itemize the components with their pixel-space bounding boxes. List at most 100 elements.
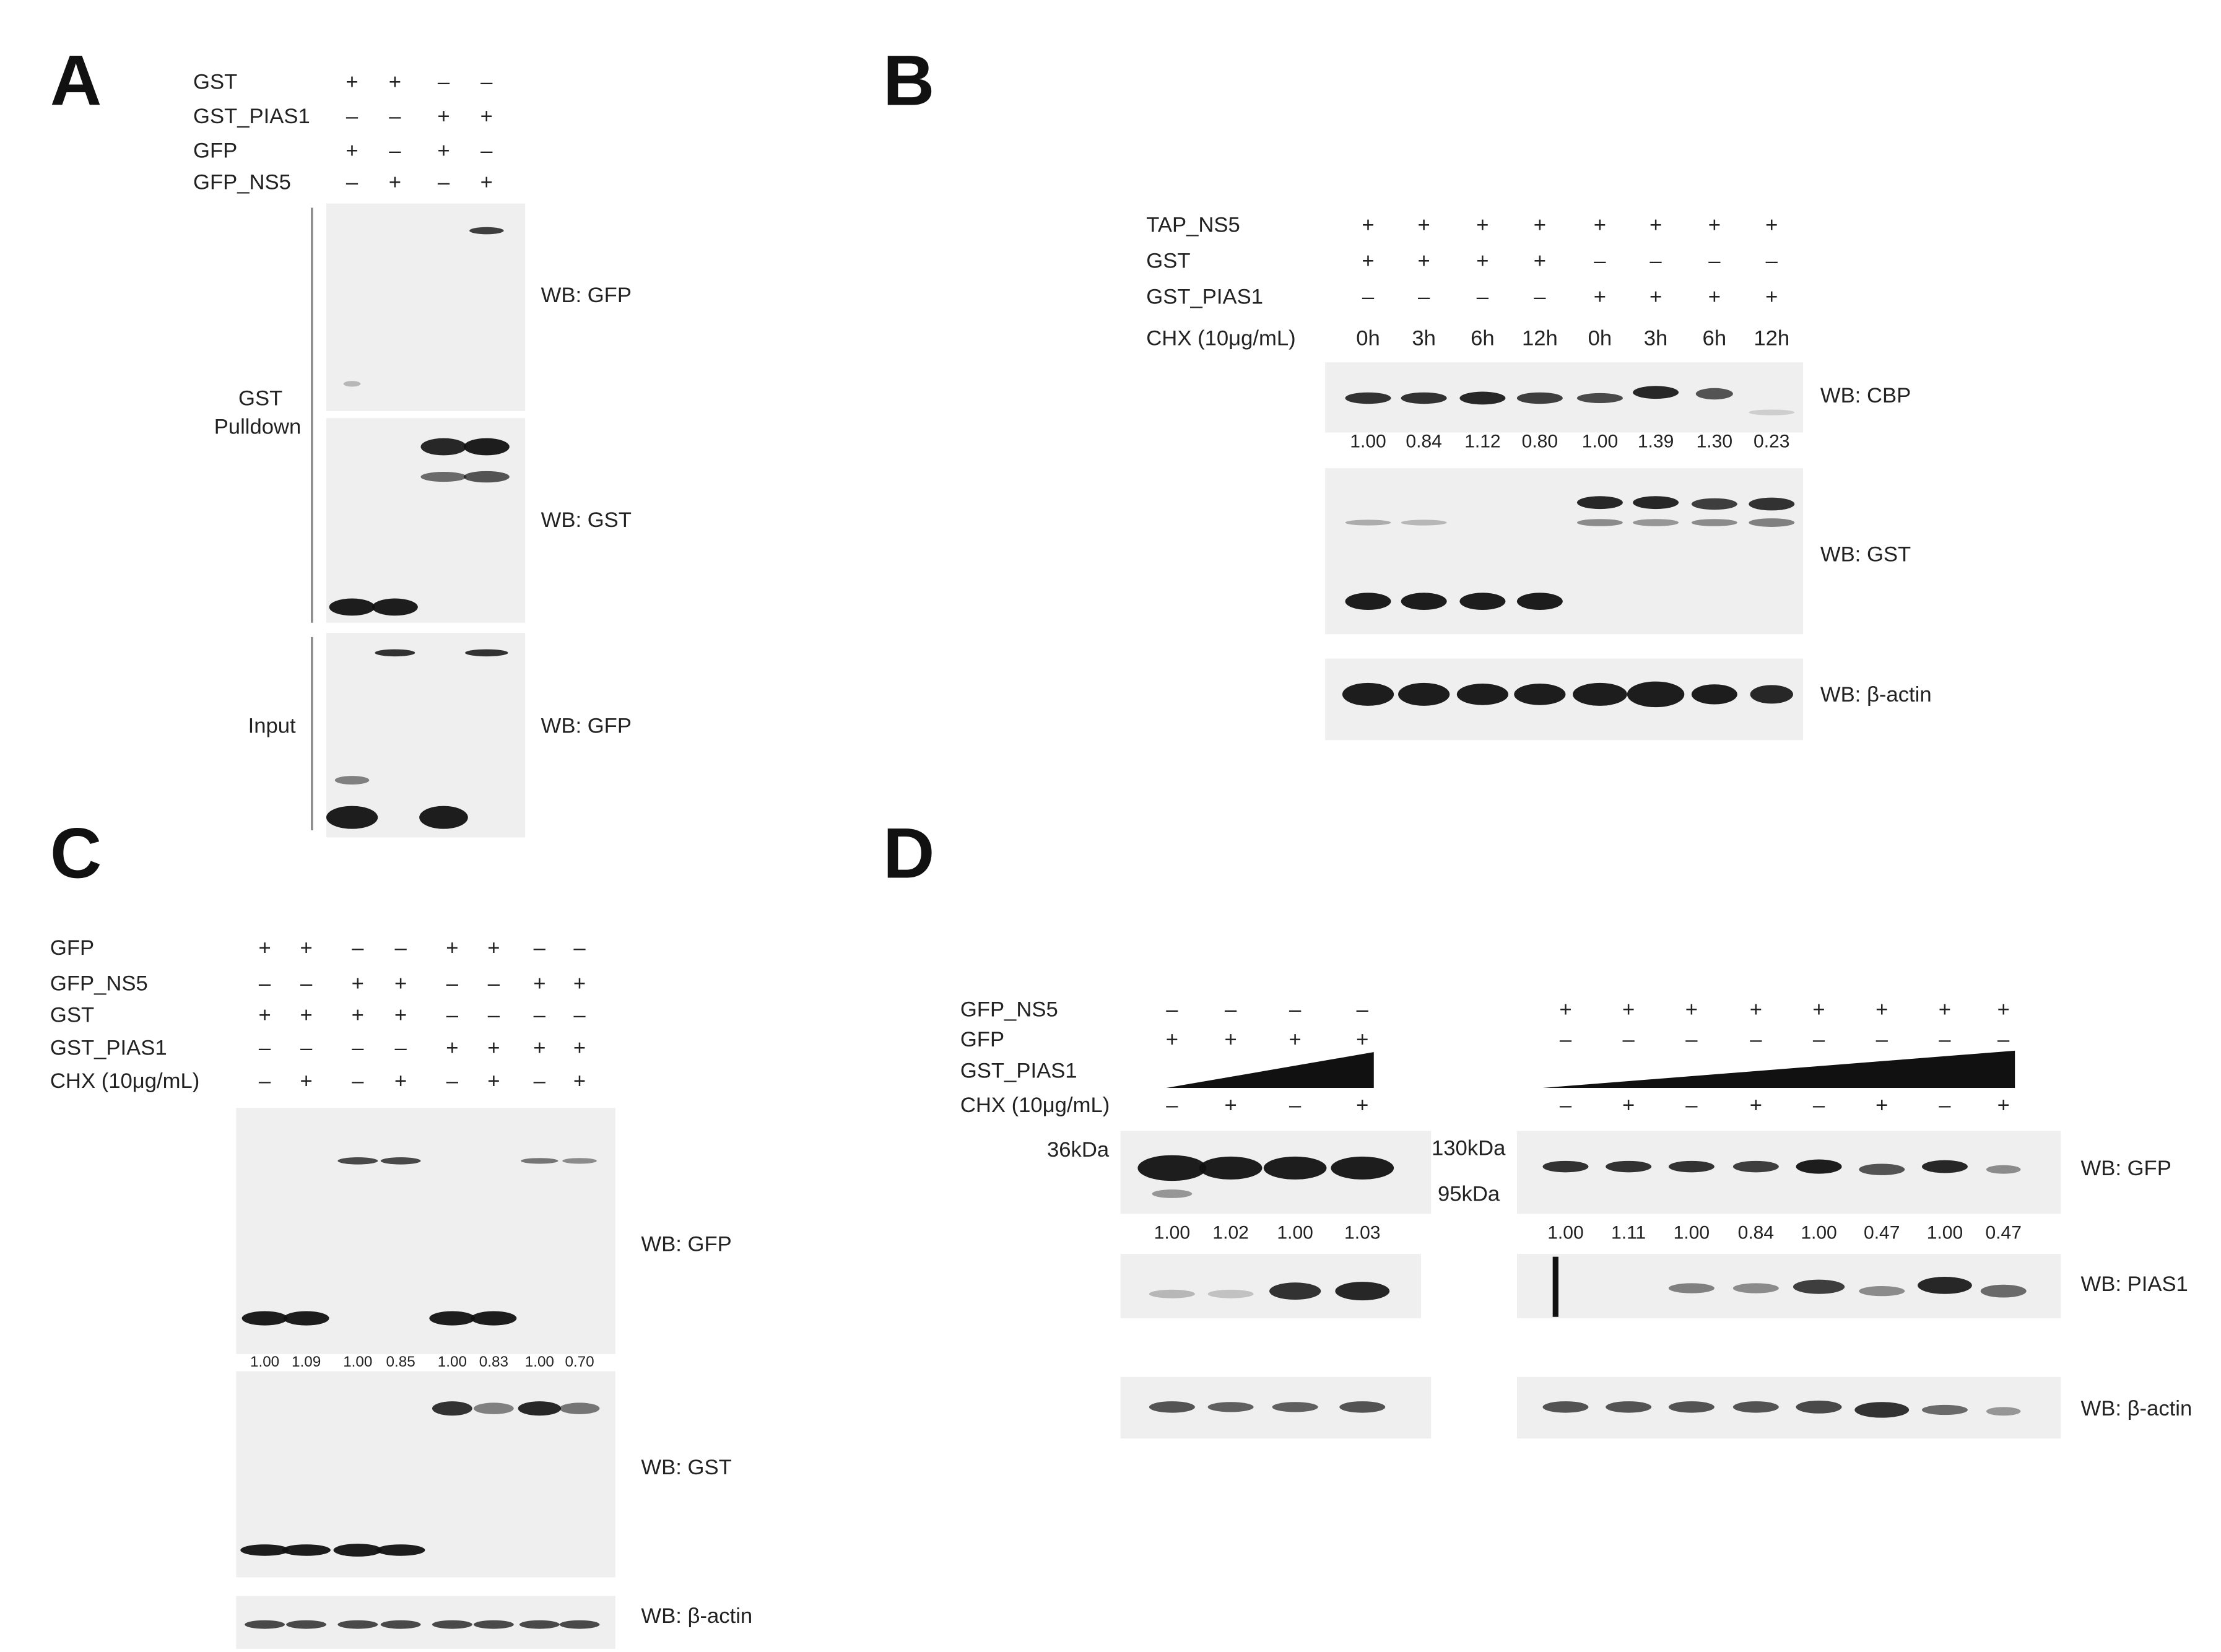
lane-cell: – (389, 105, 401, 128)
lane-cell: + (1622, 1093, 1635, 1117)
band (1514, 684, 1566, 705)
lane-cell: – (1477, 285, 1489, 308)
lane-cell: – (1813, 1093, 1825, 1117)
lane-cell: – (1876, 1028, 1889, 1051)
band (559, 1620, 600, 1629)
lane-cell: + (352, 1004, 364, 1027)
band (380, 1157, 421, 1165)
lane-cell: – (1560, 1093, 1572, 1117)
lane-cell: – (352, 936, 364, 960)
lane-cell: – (480, 139, 493, 163)
band (1345, 520, 1391, 526)
band (240, 1544, 289, 1556)
quantification: 0.83 (479, 1354, 508, 1370)
band (1627, 681, 1685, 708)
blot-label: WB: GFP (541, 715, 632, 738)
lane-cell: + (487, 936, 500, 960)
band (559, 1402, 600, 1414)
lane-cell: + (1875, 998, 1888, 1021)
quantification: 1.11 (1611, 1223, 1646, 1243)
band (282, 1544, 331, 1556)
lane-cell: + (352, 972, 364, 996)
band (1859, 1286, 1905, 1297)
quantification: 0.47 (1985, 1223, 2021, 1243)
blot-membrane (1516, 1376, 2061, 1439)
lane-cell: – (1813, 1028, 1825, 1051)
row-label: CHX (10μg/mL) (1146, 326, 1295, 350)
row-label: GFP (960, 1028, 1004, 1051)
band (1691, 519, 1737, 526)
band (1137, 1155, 1207, 1181)
lane-cell: + (1166, 1028, 1178, 1051)
lane-cell: – (259, 972, 271, 996)
blot-membrane (1516, 1131, 2061, 1214)
lane-cell: + (300, 1004, 312, 1027)
blot-label: WB: β-actin (1820, 683, 1932, 706)
blot-membrane (1516, 1254, 2061, 1319)
lane-cell: – (1939, 1093, 1951, 1117)
lane-cell: – (534, 936, 546, 960)
band (1542, 1160, 1589, 1173)
band (1732, 1160, 1779, 1173)
band (1633, 496, 1679, 510)
band (1921, 1404, 1968, 1415)
band (432, 1401, 472, 1416)
lane-cell: – (1708, 250, 1721, 273)
lane-cell: + (1534, 250, 1546, 273)
lane-cell: + (258, 936, 271, 960)
band (519, 1620, 560, 1629)
band (1339, 1401, 1386, 1413)
panel-label: C (50, 814, 102, 893)
band (334, 776, 370, 785)
band (1921, 1160, 1968, 1173)
quantification: 0.47 (1864, 1223, 1900, 1243)
lane-cell: + (1622, 998, 1635, 1021)
row-label: GST (193, 71, 237, 94)
band (1606, 1401, 1652, 1413)
quantification: 1.00 (1801, 1223, 1836, 1243)
band (1854, 1402, 1910, 1418)
lane-cell: – (1623, 1028, 1635, 1051)
band (329, 598, 375, 616)
quantification: 0.80 (1522, 432, 1558, 452)
band (1207, 1289, 1254, 1298)
lane-cell: + (346, 71, 358, 94)
band (1796, 1159, 1842, 1174)
lane-cell: – (1357, 998, 1369, 1021)
band (420, 471, 467, 482)
band (372, 598, 418, 616)
band (1149, 1289, 1195, 1298)
row-label: GST_PIAS1 (960, 1059, 1077, 1083)
band (343, 381, 361, 387)
row-label: GST (1146, 250, 1190, 273)
marker-label: 130kDa (1432, 1136, 1506, 1160)
lane-cell: + (1362, 214, 1374, 237)
blot-label: WB: GST (541, 508, 632, 532)
group-label: Input (248, 715, 296, 738)
lane-cell: + (1418, 214, 1430, 237)
blot-label: WB: CBP (1820, 384, 1911, 407)
lane-cell: – (1534, 285, 1546, 308)
band (326, 806, 378, 829)
lane-cell: + (573, 1037, 586, 1060)
lane-cell: + (394, 972, 407, 996)
group-label: GST (238, 386, 282, 410)
band (474, 1402, 514, 1414)
lane-cell: + (1362, 250, 1374, 273)
lane-cell: + (1289, 1028, 1302, 1051)
blot-membrane (1325, 468, 1804, 635)
lane-cell: + (1765, 214, 1778, 237)
lane-cell: + (480, 105, 493, 128)
lane-cell: + (389, 71, 401, 94)
lane-cell: – (534, 1069, 546, 1093)
lane-cell: – (389, 139, 401, 163)
band (1573, 682, 1627, 706)
lane-cell: – (488, 972, 500, 996)
lane-cell: – (534, 1004, 546, 1027)
band (469, 227, 504, 235)
quantification: 0.85 (386, 1354, 415, 1370)
lane-cell: – (1225, 998, 1237, 1021)
lane-cell: – (394, 1037, 407, 1060)
blot-label: WB: β-actin (641, 1604, 752, 1628)
wedge (1166, 1052, 1374, 1088)
